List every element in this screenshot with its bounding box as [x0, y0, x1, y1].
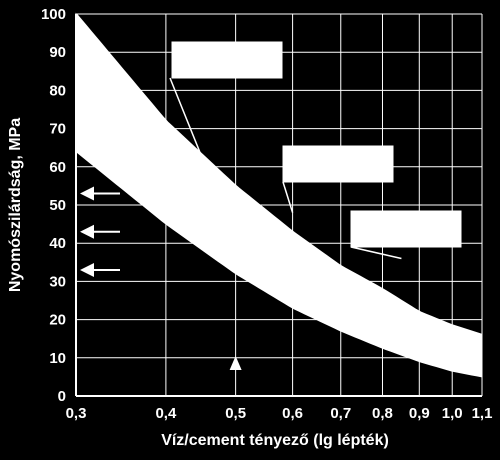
- axes: 0 10 20 30 40 50 60 70 80 90 100 0,3 0,4 0,5 0,6 0,7 0,8…: [41, 6, 492, 422]
- x-tick-label: 0,4: [155, 405, 177, 422]
- y-tick-label: 0: [58, 388, 66, 405]
- strength-band: [75, 12, 483, 378]
- y-tick-label: 20: [49, 312, 66, 329]
- x-tick-label: 1,0: [442, 405, 463, 422]
- left-arrow: [80, 262, 94, 277]
- left-arrow: [80, 224, 94, 239]
- x-tick-label: 0,8: [372, 405, 393, 422]
- y-tick-label: 10: [49, 350, 66, 367]
- up-arrow: [229, 356, 242, 370]
- y-tick-label: 100: [41, 6, 66, 23]
- annotation-box: [282, 145, 394, 183]
- annotation-leader-line: [169, 77, 204, 160]
- x-tick-label: 1,1: [472, 405, 493, 422]
- left-arrow: [80, 186, 94, 201]
- y-tick-label: 60: [49, 159, 66, 176]
- x-tick-label: 0,6: [282, 405, 303, 422]
- annotation-box: [350, 210, 462, 248]
- x-tick-label: 0,9: [409, 405, 430, 422]
- annotation-leader-line: [350, 246, 402, 260]
- x-axis-title: Víz/cement tényező (lg lépték): [161, 432, 389, 449]
- y-tick-label: 90: [49, 44, 66, 61]
- y-tick-label: 40: [49, 235, 66, 252]
- x-tick-label: 0,3: [66, 405, 87, 422]
- x-tick-label: 0,5: [225, 405, 246, 422]
- y-tick-label: 80: [49, 82, 66, 99]
- annotations: [80, 41, 462, 370]
- y-tick-label: 30: [49, 273, 66, 290]
- y-axis-title: Nyomószilárdság, MPa: [7, 118, 24, 292]
- x-tick-label: 0,7: [330, 405, 351, 422]
- annotation-leader-line: [282, 181, 294, 213]
- upper-bound-line: [75, 13, 483, 336]
- y-tick-label: 50: [49, 197, 66, 214]
- y-tick-label: 70: [49, 121, 66, 138]
- annotation-box: [171, 41, 283, 79]
